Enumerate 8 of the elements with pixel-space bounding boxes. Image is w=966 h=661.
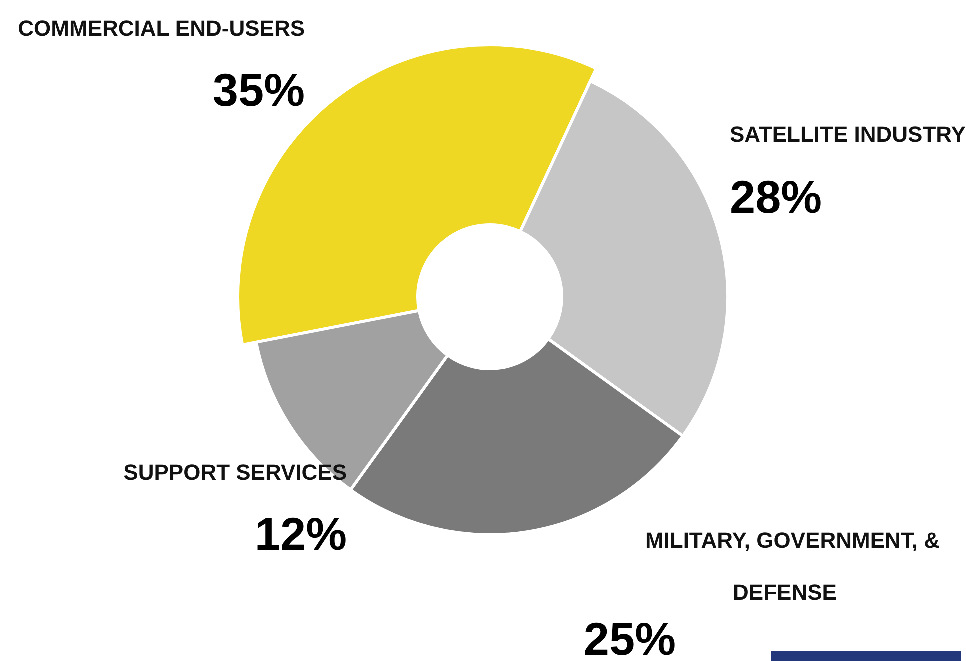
- slice-label: SUPPORT SERVICES: [124, 460, 347, 485]
- data-label: 25%: [584, 613, 676, 661]
- slice-label: SATELLITE INDUSTRY: [730, 122, 966, 147]
- data-label: 28%: [730, 171, 822, 223]
- data-label: 12%: [254, 508, 347, 560]
- slice-label: COMMERCIAL END-USERS: [18, 16, 305, 41]
- category-label: MILITARY, GOVERNMENT, & DEFENSE: [645, 528, 940, 605]
- data-label: 35%: [212, 64, 305, 116]
